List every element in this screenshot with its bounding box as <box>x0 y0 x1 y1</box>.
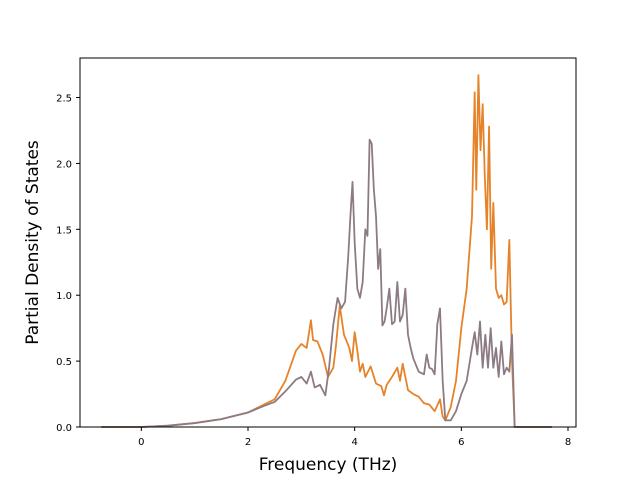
series-line-1 <box>101 74 552 428</box>
x-tick-label: 8 <box>565 437 571 448</box>
series-layer <box>101 74 552 428</box>
x-tick-label: 0 <box>138 437 144 448</box>
x-axis-ticks: 0 2 4 6 8 <box>138 427 571 448</box>
x-tick-label: 2 <box>245 437 251 448</box>
plot-frame <box>79 57 577 428</box>
y-tick-label: 0.0 <box>56 423 72 434</box>
y-tick-label: 2.0 <box>56 159 72 170</box>
x-tick-label: 6 <box>458 437 464 448</box>
y-tick-label: 2.5 <box>56 94 72 105</box>
series-line-2 <box>101 138 552 428</box>
y-tick-label: 0.5 <box>56 357 72 368</box>
y-axis-ticks: 0.0 0.5 1.0 1.5 2.0 2.5 <box>56 94 80 434</box>
x-tick-label: 4 <box>351 437 357 448</box>
y-tick-label: 1.5 <box>56 225 72 236</box>
y-axis-title: Partial Density of States <box>23 140 43 345</box>
x-axis-title: Frequency (THz) <box>259 455 398 475</box>
y-tick-label: 1.0 <box>56 291 72 302</box>
